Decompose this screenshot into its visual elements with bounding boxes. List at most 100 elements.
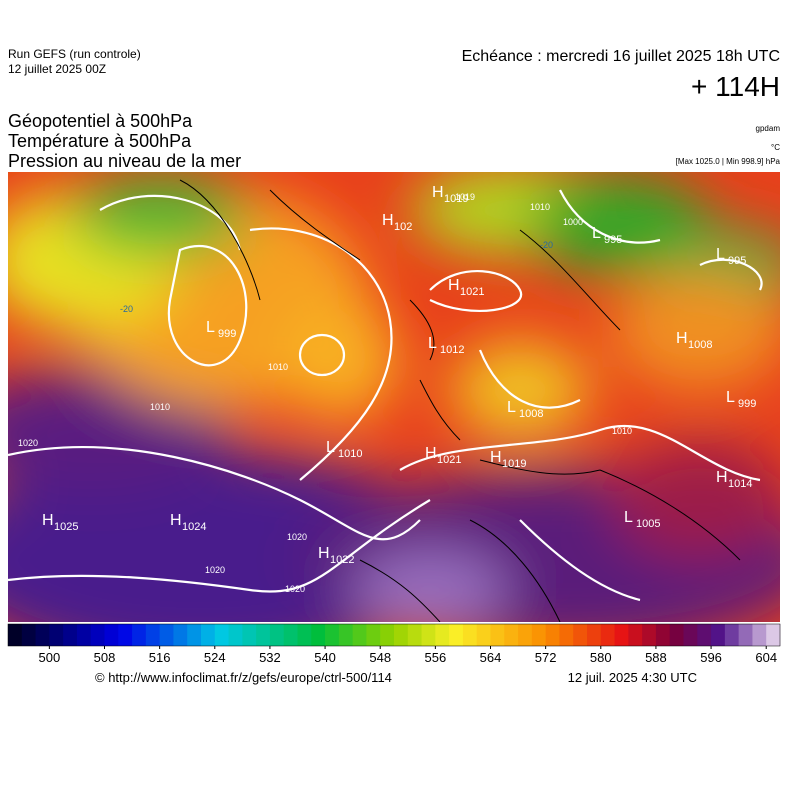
colorbar-tick-label: 532 [259, 650, 281, 665]
colorbar-tick-label: 548 [369, 650, 391, 665]
colorbar-swatch [201, 624, 216, 646]
colorbar-swatch [655, 624, 671, 646]
center-letter: L [726, 389, 735, 406]
center-letter: H [490, 449, 502, 466]
center-value: 1012 [440, 344, 464, 356]
colorbar-tick-label: 540 [314, 650, 336, 665]
center-letter: H [382, 212, 394, 229]
center-value: 1010 [338, 448, 362, 460]
center-letter: H [42, 512, 54, 529]
colorbar-swatch [159, 624, 174, 646]
colorbar-swatch [76, 624, 92, 646]
colorbar-swatch [573, 624, 588, 646]
colorbar-swatch [35, 624, 50, 646]
center-letter: L [592, 225, 601, 242]
colorbar-swatch [683, 624, 698, 646]
isobar-label: 1000 [563, 217, 583, 227]
colorbar-swatch [132, 624, 147, 646]
center-letter: L [428, 335, 437, 352]
colorbar-swatch [738, 624, 753, 646]
colorbar-tick-label: 524 [204, 650, 226, 665]
center-value: 999 [738, 398, 756, 410]
center-value: 999 [218, 328, 236, 340]
colorbar-swatch [462, 624, 478, 646]
colorbar-swatch [366, 624, 381, 646]
colorbar-swatch [21, 624, 37, 646]
colorbar-swatch [600, 624, 616, 646]
unit: °C [771, 143, 780, 152]
colorbar-swatch [587, 624, 602, 646]
isobar-label: 1010 [612, 426, 632, 436]
center-letter: L [206, 319, 215, 336]
map [8, 172, 780, 622]
colorbar-swatch [269, 624, 285, 646]
colorbar-swatch [421, 624, 436, 646]
center-value: 1021 [460, 286, 484, 298]
colorbar-swatch [642, 624, 657, 646]
colorbar-swatch [256, 624, 271, 646]
colorbar-swatch [614, 624, 629, 646]
colorbar-swatch [311, 624, 326, 646]
unit: gpdam [756, 124, 781, 133]
isobar-label: 1020 [18, 438, 38, 448]
colorbar-swatch [380, 624, 395, 646]
run-date: 12 juillet 2025 00Z [8, 62, 106, 76]
colorbar-tick-label: 572 [535, 650, 557, 665]
run-label: Run GEFS (run controle) [8, 47, 141, 61]
center-value: 1008 [519, 408, 543, 420]
colorbar-swatch [407, 624, 423, 646]
colorbar-swatch [531, 624, 547, 646]
colorbar-tick-label: 500 [39, 650, 61, 665]
colorbar-swatch [490, 624, 505, 646]
colorbar-swatch [518, 624, 533, 646]
center-value: 1014 [728, 478, 752, 490]
colorbar-swatch [697, 624, 712, 646]
colorbar-frame [7, 623, 781, 647]
center-letter: L [716, 246, 725, 263]
center-letter: L [507, 399, 516, 416]
colorbar-swatch [766, 624, 781, 646]
colorbar-swatch [338, 624, 354, 646]
center-letter: H [448, 277, 460, 294]
center-letter: L [624, 509, 633, 526]
center-letter: L [326, 439, 335, 456]
colorbar-tick-label: 516 [149, 650, 171, 665]
lead-time: + 114H [691, 71, 780, 102]
field-title: Température à 500hPa [8, 131, 192, 151]
center-value: 1025 [54, 521, 78, 533]
colorbar-swatch [228, 624, 243, 646]
center-letter: H [318, 545, 330, 562]
source-url: © http://www.infoclimat.fr/z/gefs/europe… [95, 670, 392, 685]
colorbar-swatch [545, 624, 560, 646]
colorbar-swatch [297, 624, 312, 646]
colorbar-swatch [283, 624, 298, 646]
field-title: Géopotentiel à 500hPa [8, 111, 193, 131]
colorbar-swatch [435, 624, 450, 646]
isobar-label: 1020 [287, 532, 307, 542]
isobar-label: -20 [120, 304, 133, 314]
center-value: 1008 [688, 339, 712, 351]
center-value: 995 [604, 234, 622, 246]
colorbar-swatch [8, 624, 23, 646]
colorbar-swatch [90, 624, 105, 646]
center-letter: H [170, 512, 182, 529]
isobar-label: 1010 [150, 402, 170, 412]
colorbar-tick-label: 588 [645, 650, 667, 665]
isobar-label: 1010 [268, 362, 288, 372]
colorbar-swatch [711, 624, 726, 646]
colorbar-swatch [118, 624, 133, 646]
colorbar-swatch [214, 624, 230, 646]
center-value: 1019 [502, 458, 526, 470]
colorbar-swatch [352, 624, 367, 646]
colorbar-swatch [504, 624, 519, 646]
center-letter: H [432, 184, 444, 201]
colorbar-swatch [49, 624, 64, 646]
isobar-label: -20 [540, 240, 553, 250]
colorbar-tick-label: 556 [425, 650, 447, 665]
colorbar-swatch [724, 624, 740, 646]
colorbar-swatch [669, 624, 684, 646]
valid-time: Echéance : mercredi 16 juillet 2025 18h … [462, 48, 780, 65]
colorbar-tick-label: 596 [700, 650, 722, 665]
issued-time: 12 juil. 2025 4:30 UTC [568, 670, 697, 685]
center-value: 1021 [437, 454, 461, 466]
